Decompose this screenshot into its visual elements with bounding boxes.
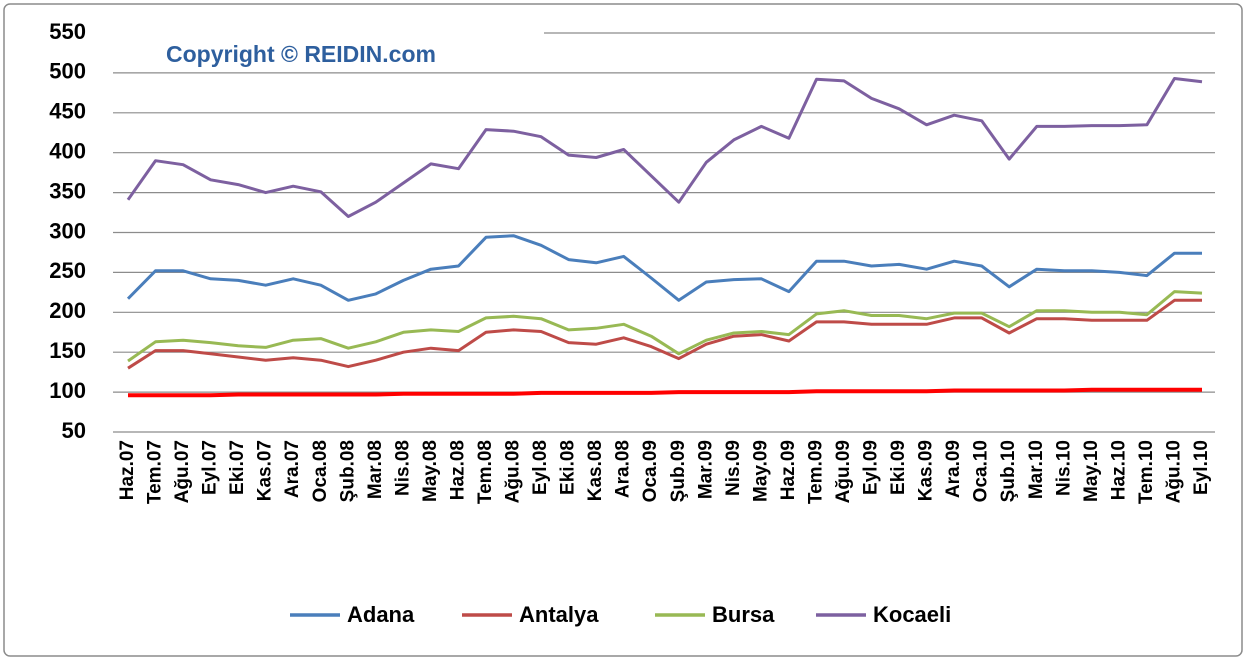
x-tick-label: Oca.10 xyxy=(971,440,992,502)
y-tick-label: 550 xyxy=(49,19,86,44)
x-tick-label: Nis.08 xyxy=(392,440,413,496)
series-line xyxy=(126,77,1203,218)
x-tick-label: Kas.07 xyxy=(255,440,276,501)
y-tick-label: 150 xyxy=(49,338,86,363)
x-tick-label: Eyl.08 xyxy=(530,440,551,495)
title-backdrop xyxy=(112,26,544,40)
y-tick-label: 350 xyxy=(49,178,86,203)
x-tick-label: Ara.09 xyxy=(943,440,964,498)
x-tick-label: Haz.09 xyxy=(778,440,799,500)
x-tick-label: Ağu.10 xyxy=(1163,440,1184,503)
y-tick-label: 400 xyxy=(49,139,86,164)
x-tick-label: Ara.08 xyxy=(613,440,634,498)
x-tick-label: Ağu.09 xyxy=(833,440,854,503)
y-tick-label: 50 xyxy=(62,418,86,443)
y-tick-label: 500 xyxy=(49,59,86,84)
x-tick-label: Tem.09 xyxy=(805,440,826,504)
x-tick-label: Kas.09 xyxy=(916,440,937,501)
x-tick-label: Şub.08 xyxy=(337,440,358,502)
x-tick-label: May.08 xyxy=(420,440,441,502)
y-tick-label: 100 xyxy=(49,378,86,403)
y-tick-label: 200 xyxy=(49,298,86,323)
legend-label: Bursa xyxy=(712,602,775,627)
x-tick-label: Mar.10 xyxy=(1026,440,1047,499)
x-tick-label: May.09 xyxy=(750,440,771,502)
x-tick-label: Eki.07 xyxy=(227,440,248,495)
x-tick-label: Ara.07 xyxy=(282,440,303,498)
y-tick-label: 450 xyxy=(49,99,86,124)
legend-label: Kocaeli xyxy=(873,602,951,627)
y-tick-label: 300 xyxy=(49,218,86,243)
x-tick-label: Mar.08 xyxy=(365,440,386,499)
series-line xyxy=(128,387,1202,398)
series-line xyxy=(127,298,1202,370)
x-tick-label: Ağu.08 xyxy=(503,440,524,503)
x-tick-label: Haz.10 xyxy=(1108,440,1129,500)
chart-frame xyxy=(3,3,1243,657)
legend-label: Adana xyxy=(347,602,415,627)
x-tick-label: Eyl.07 xyxy=(200,440,221,495)
x-tick-label: Nis.09 xyxy=(723,440,744,496)
x-tick-label: May.10 xyxy=(1081,440,1102,502)
series-line xyxy=(126,234,1202,302)
x-tick-label: Eki.09 xyxy=(888,440,909,495)
x-tick-label: Eyl.10 xyxy=(1191,440,1212,495)
x-tick-label: Eyl.09 xyxy=(861,440,882,495)
x-tick-label: Ağu.07 xyxy=(172,440,193,503)
x-tick-label: Şub.09 xyxy=(668,440,689,502)
x-tick-label: Nis.10 xyxy=(1053,440,1074,496)
x-tick-label: Haz.08 xyxy=(447,440,468,500)
x-tick-label: Şub.10 xyxy=(998,440,1019,502)
series-line xyxy=(127,290,1203,363)
x-tick-label: Haz.07 xyxy=(117,440,138,500)
x-tick-label: Kas.08 xyxy=(585,440,606,501)
x-tick-label: Tem.08 xyxy=(475,440,496,504)
y-tick-label: 250 xyxy=(49,258,86,283)
x-tick-label: Tem.07 xyxy=(145,440,166,504)
legend-label: Antalya xyxy=(519,602,599,627)
x-tick-label: Mar.09 xyxy=(695,440,716,499)
x-tick-label: Tem.10 xyxy=(1136,440,1157,504)
x-tick-label: Oca.09 xyxy=(640,440,661,502)
chart-title: Copyright © REIDIN.com xyxy=(166,41,436,67)
x-tick-label: Oca.08 xyxy=(310,440,331,502)
x-tick-label: Eki.08 xyxy=(558,440,579,495)
